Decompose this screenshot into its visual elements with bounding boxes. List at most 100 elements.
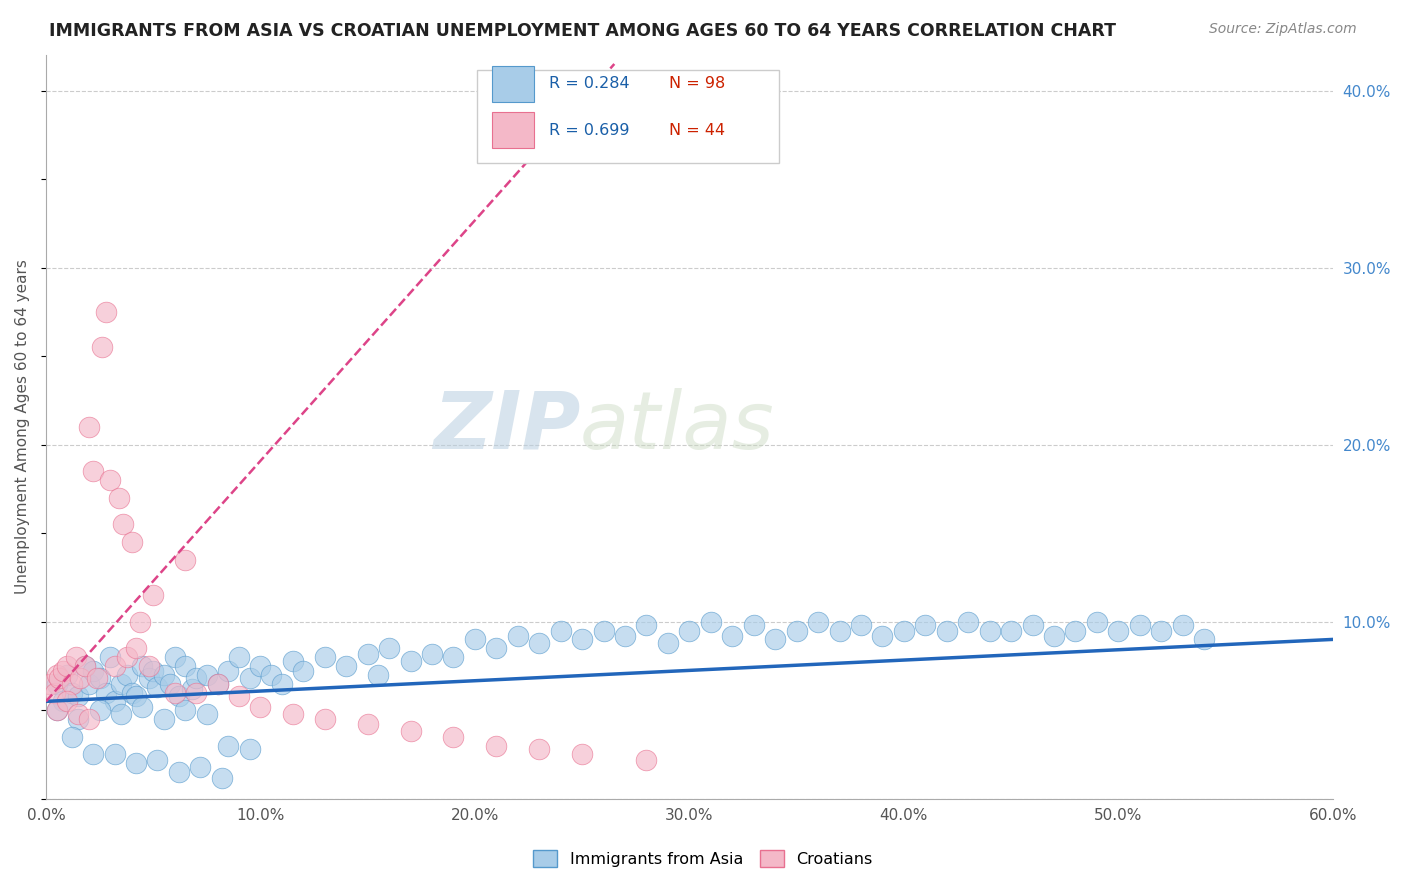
Point	[153, 712, 176, 726]
Bar	[477, 70, 779, 163]
Point	[1192, 632, 1215, 647]
Point	[786, 624, 808, 638]
Point	[77, 712, 100, 726]
Point	[52, 665, 75, 679]
Point	[117, 668, 139, 682]
Point	[249, 699, 271, 714]
Point	[44, 685, 66, 699]
Point	[1150, 624, 1173, 638]
Point	[90, 340, 112, 354]
Point	[131, 699, 153, 714]
Point	[184, 671, 207, 685]
Point	[550, 624, 572, 638]
Point	[163, 650, 186, 665]
Point	[957, 615, 980, 629]
Y-axis label: Unemployment Among Ages 60 to 64 years: Unemployment Among Ages 60 to 64 years	[15, 260, 30, 594]
Point	[217, 665, 239, 679]
Point	[1129, 618, 1152, 632]
Point	[67, 706, 90, 721]
Point	[378, 641, 401, 656]
Point	[129, 615, 152, 629]
Point	[335, 659, 357, 673]
Text: ZIP: ZIP	[433, 388, 581, 466]
Point	[239, 671, 262, 685]
Point	[443, 650, 465, 665]
Point	[117, 650, 139, 665]
Point	[914, 618, 936, 632]
Text: Source: ZipAtlas.com: Source: ZipAtlas.com	[1209, 22, 1357, 37]
Point	[700, 615, 723, 629]
Point	[94, 305, 117, 319]
Point	[228, 689, 250, 703]
Point	[174, 659, 197, 673]
Point	[65, 650, 87, 665]
Point	[142, 665, 165, 679]
Point	[180, 681, 202, 696]
Point	[420, 647, 443, 661]
Point	[104, 694, 127, 708]
Point	[56, 659, 79, 673]
Point	[163, 685, 186, 699]
Point	[174, 703, 197, 717]
Point	[138, 671, 160, 685]
Point	[614, 629, 637, 643]
Point	[121, 535, 143, 549]
Point	[742, 618, 765, 632]
Point	[979, 624, 1001, 638]
Point	[60, 676, 83, 690]
Point	[207, 676, 229, 690]
Point	[98, 473, 121, 487]
Point	[357, 717, 380, 731]
Point	[174, 553, 197, 567]
Point	[121, 685, 143, 699]
Point	[56, 694, 79, 708]
Point	[45, 668, 67, 682]
Point	[828, 624, 851, 638]
Point	[1043, 629, 1066, 643]
Point	[108, 491, 131, 505]
Point	[893, 624, 915, 638]
Point	[82, 665, 104, 679]
Point	[314, 712, 336, 726]
Point	[763, 632, 786, 647]
Point	[211, 771, 233, 785]
Point	[125, 641, 148, 656]
Point	[45, 676, 67, 690]
Point	[67, 689, 90, 703]
Point	[67, 712, 90, 726]
Point	[443, 730, 465, 744]
Point	[1000, 624, 1022, 638]
Point	[1171, 618, 1194, 632]
Text: IMMIGRANTS FROM ASIA VS CROATIAN UNEMPLOYMENT AMONG AGES 60 TO 64 YEARS CORRELAT: IMMIGRANTS FROM ASIA VS CROATIAN UNEMPLO…	[49, 22, 1116, 40]
Point	[45, 703, 67, 717]
Point	[104, 747, 127, 762]
Point	[207, 676, 229, 690]
Text: R = 0.699: R = 0.699	[550, 123, 630, 137]
Point	[872, 629, 894, 643]
Point	[678, 624, 700, 638]
Point	[195, 668, 218, 682]
Point	[82, 464, 104, 478]
Point	[94, 685, 117, 699]
Point	[592, 624, 614, 638]
Point	[138, 659, 160, 673]
Point	[86, 671, 108, 685]
Point	[69, 671, 91, 685]
Point	[60, 730, 83, 744]
Text: R = 0.284: R = 0.284	[550, 77, 630, 91]
Point	[52, 694, 75, 708]
Point	[357, 647, 380, 661]
Point	[464, 632, 486, 647]
Point	[1085, 615, 1108, 629]
Point	[314, 650, 336, 665]
Point	[104, 659, 127, 673]
Point	[228, 650, 250, 665]
Point	[112, 517, 135, 532]
Point	[721, 629, 744, 643]
Point	[260, 668, 283, 682]
Point	[131, 659, 153, 673]
Point	[56, 668, 79, 682]
Point	[1107, 624, 1129, 638]
Point	[125, 756, 148, 771]
Point	[399, 654, 422, 668]
